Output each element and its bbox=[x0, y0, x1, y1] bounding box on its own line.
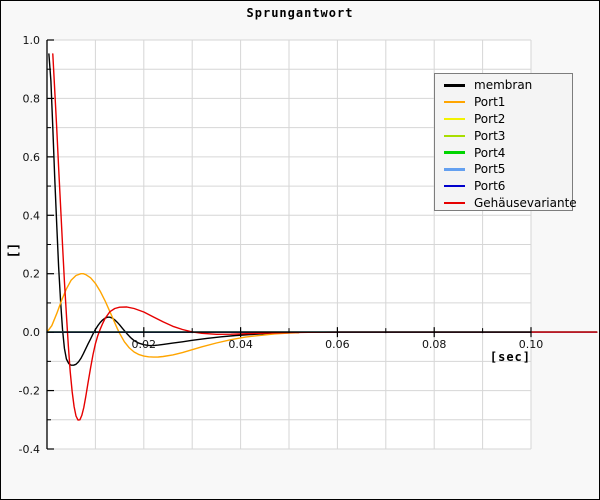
tick-labels: 1.0 0.8 0.6 0.4 0.2 0.0 -0.2 -0.4 0.02 0.04 0.06 0.… bbox=[19, 34, 544, 456]
legend-item-port6: Port6 bbox=[444, 178, 572, 195]
legend-swatch-port5 bbox=[444, 168, 465, 171]
y-tick-label: 0.6 bbox=[23, 151, 41, 164]
legend-item-port1: Port1 bbox=[444, 94, 572, 111]
legend-label-port1: Port1 bbox=[474, 95, 506, 110]
legend-label-port3: Port3 bbox=[474, 128, 506, 143]
legend-swatch-port2 bbox=[444, 117, 465, 121]
legend-item-gehaeusevariante: Gehäusevariante bbox=[444, 195, 577, 212]
legend-label-port6: Port6 bbox=[474, 179, 506, 194]
legend-label-gehaeusevariante: Gehäusevariante bbox=[474, 195, 577, 210]
legend-swatch-port4 bbox=[444, 151, 465, 154]
legend-swatch-membran bbox=[444, 84, 465, 87]
y-tick-label: 0.0 bbox=[23, 326, 41, 339]
x-tick-label: 0.08 bbox=[422, 338, 447, 351]
legend-swatch-gehaeusevariante bbox=[444, 201, 465, 205]
x-axis-label: [sec] bbox=[489, 350, 531, 364]
chart-title: Sprungantwort bbox=[246, 6, 354, 20]
legend-item-port4: Port4 bbox=[444, 144, 572, 161]
curve-Port1 bbox=[46, 273, 300, 358]
legend-swatch-port3 bbox=[444, 134, 465, 138]
legend-label-port5: Port5 bbox=[474, 162, 506, 177]
legend-item-port2: Port2 bbox=[444, 111, 572, 128]
y-tick-label: 1.0 bbox=[23, 34, 41, 47]
y-tick-label: -0.4 bbox=[19, 443, 40, 456]
y-tick-label: 0.4 bbox=[23, 209, 41, 222]
x-tick-label: 0.02 bbox=[132, 338, 157, 351]
legend-swatch-port6 bbox=[444, 184, 465, 188]
x-tick-label: 0.04 bbox=[228, 338, 253, 351]
curve-membran bbox=[48, 53, 300, 366]
x-tick-label: 0.10 bbox=[519, 338, 544, 351]
y-tick-label: 0.8 bbox=[23, 92, 41, 105]
y-axis-label: [] bbox=[6, 242, 22, 259]
legend-swatch-port1 bbox=[444, 100, 465, 104]
legend-label-port4: Port4 bbox=[474, 145, 506, 160]
y-tick-label: -0.2 bbox=[19, 385, 40, 398]
legend-label-membran: membran bbox=[474, 78, 533, 93]
ticks bbox=[47, 39, 532, 450]
legend-item-port5: Port5 bbox=[444, 161, 572, 178]
legend-item-port3: Port3 bbox=[444, 127, 572, 144]
x-tick-label: 0.06 bbox=[325, 338, 350, 351]
legend-label-port2: Port2 bbox=[474, 111, 506, 126]
legend-item-membran: membran bbox=[444, 77, 572, 94]
legend: membran Port1 Port2 Port3 Port4 Port5 Po… bbox=[434, 73, 577, 212]
y-tick-label: 0.2 bbox=[23, 268, 41, 281]
